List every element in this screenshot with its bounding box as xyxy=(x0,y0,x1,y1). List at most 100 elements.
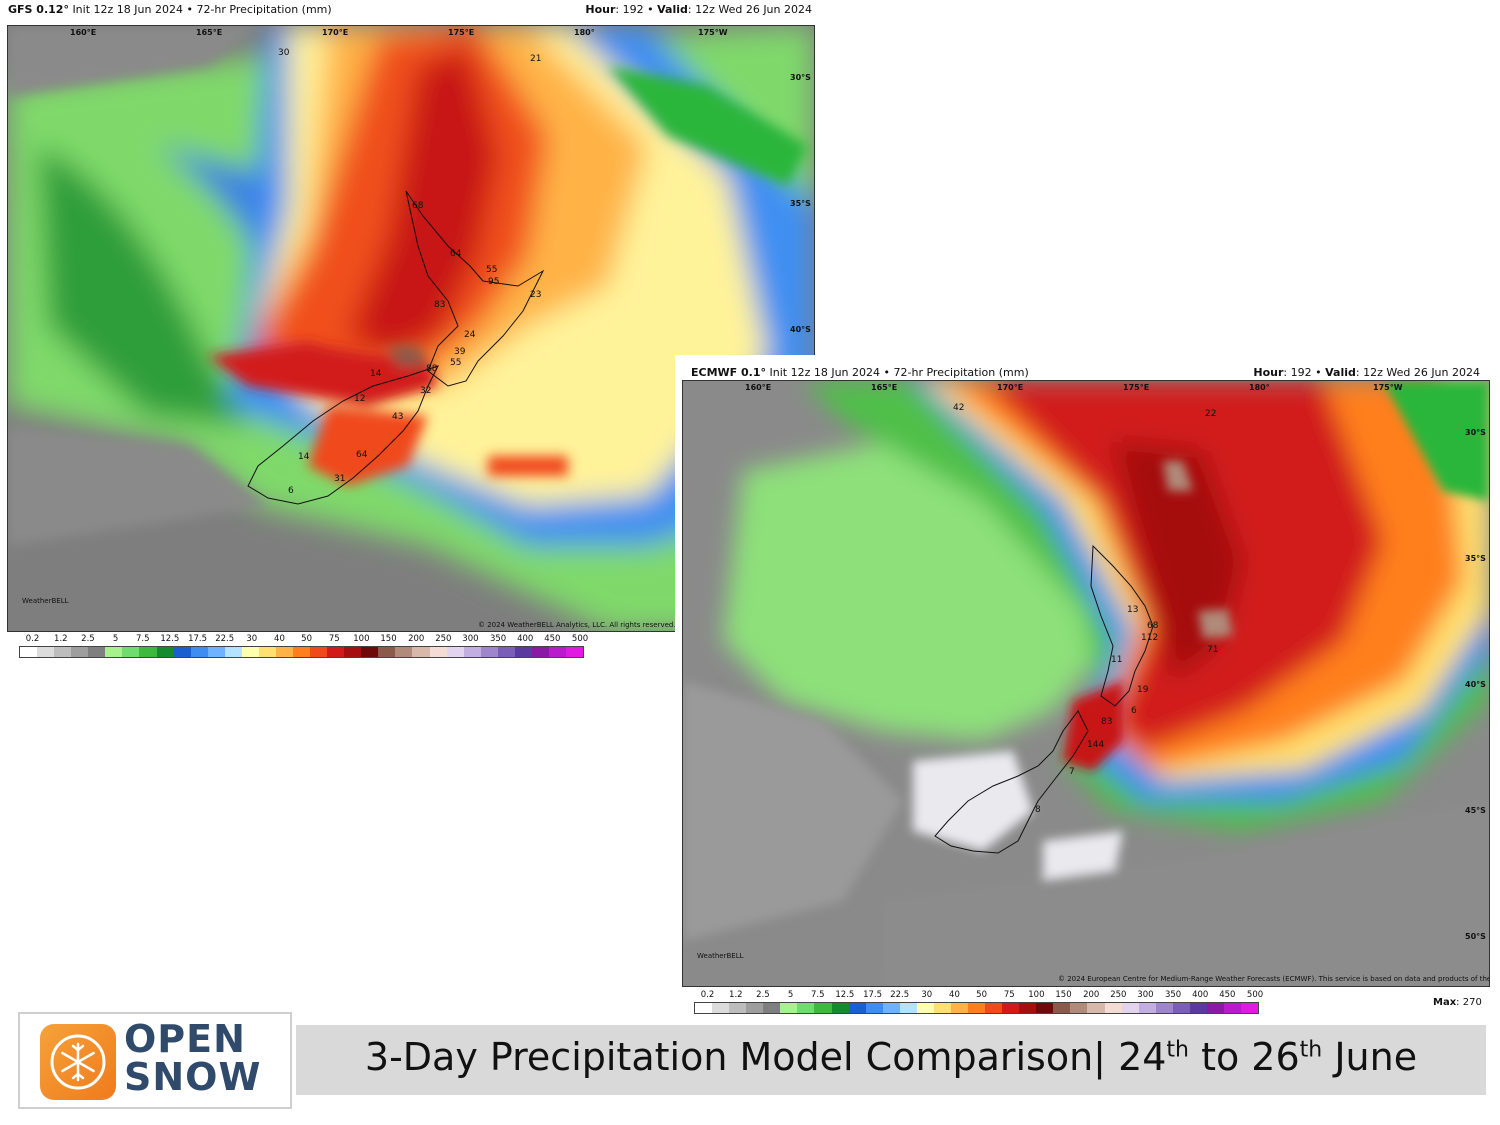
gfs-header: GFS 0.12° Init 12z 18 Jun 2024 • 72-hr P… xyxy=(8,3,812,16)
ecmwf-hour: 192 xyxy=(1290,366,1312,379)
scale-swatch xyxy=(1241,1003,1259,1013)
snowflake-sun-icon xyxy=(40,1024,116,1100)
ecmwf-scale-tick: 500 xyxy=(1246,990,1264,1000)
gfs-scale-tick: 75 xyxy=(328,634,340,644)
ecmwf-value: 68 xyxy=(1147,621,1159,631)
scale-swatch xyxy=(1087,1003,1105,1013)
scale-swatch xyxy=(531,647,549,657)
scale-swatch xyxy=(361,647,379,657)
scale-swatch xyxy=(497,647,515,657)
ecmwf-scale-tick: 2.5 xyxy=(756,990,770,1000)
gfs-scale-tick: 40 xyxy=(274,634,285,644)
gfs-model-name: GFS 0.12 xyxy=(8,3,64,16)
ecmwf-scale-tick: 5 xyxy=(787,990,794,1000)
ecmwf-value: 71 xyxy=(1207,645,1218,655)
scale-swatch xyxy=(1206,1003,1224,1013)
ecmwf-lon-label: 160°E xyxy=(745,383,771,392)
ecmwf-scale-tick: 7.5 xyxy=(810,990,825,1000)
gfs-lon-label: 165°E xyxy=(196,28,222,37)
scale-swatch xyxy=(968,1003,986,1013)
ecmwf-init: Init 12z 18 Jun 2024 xyxy=(769,366,881,379)
gfs-lon-label: 180° xyxy=(574,28,595,37)
ecmwf-color-scale: 0.2 1.2 2.5 5 7.5 12.5 17.5 22.5 30 40 5… xyxy=(694,990,1263,1014)
scale-swatch xyxy=(1070,1003,1088,1013)
logo-line2: SNOW xyxy=(124,1055,262,1099)
gfs-value: 39 xyxy=(454,347,466,357)
gfs-value: 31 xyxy=(334,474,345,484)
scale-swatch xyxy=(275,647,293,657)
ecmwf-sep2: • xyxy=(1315,366,1322,379)
gfs-scale-tick: 250 xyxy=(435,634,452,644)
gfs-value: 88 xyxy=(426,364,438,374)
gfs-value: 43 xyxy=(392,412,403,422)
gfs-sep2: • xyxy=(647,3,654,16)
ecmwf-lon-label: 170°E xyxy=(997,383,1023,392)
gfs-init: Init 12z 18 Jun 2024 xyxy=(72,3,183,16)
scale-swatch xyxy=(429,647,447,657)
ecmwf-value: 42 xyxy=(953,403,964,413)
scale-swatch xyxy=(1223,1003,1241,1013)
gfs-valid: 12z Wed 26 Jun 2024 xyxy=(695,3,812,16)
ecmwf-copyright: © 2024 European Centre for Medium-Range … xyxy=(1058,975,1489,983)
gfs-scale-tick: 100 xyxy=(353,634,370,644)
scale-swatch xyxy=(746,1003,764,1013)
gfs-lon-label: 170°E xyxy=(322,28,348,37)
scale-swatch xyxy=(1104,1003,1122,1013)
gfs-watermark: WeatherBELL xyxy=(22,597,69,605)
gfs-value: 12 xyxy=(354,394,365,404)
scale-swatch xyxy=(37,647,55,657)
scale-swatch xyxy=(207,647,225,657)
ecmwf-lon-label: 175°E xyxy=(1123,383,1149,392)
gfs-color-scale: 0.2 1.2 2.5 5 7.5 12.5 17.5 22.5 30 40 5… xyxy=(19,634,588,658)
gfs-value: 95 xyxy=(488,277,499,287)
gfs-scale-labels: 0.2 1.2 2.5 5 7.5 12.5 17.5 22.5 30 40 5… xyxy=(19,634,588,646)
ecmwf-lat-label: 50°S xyxy=(1465,932,1486,941)
scale-swatch xyxy=(695,1003,713,1013)
ecmwf-scale-tick: 17.5 xyxy=(863,990,882,1000)
scale-swatch xyxy=(865,1003,883,1013)
ecmwf-scale-tick: 50 xyxy=(976,990,987,1000)
gfs-scale-tick: 5 xyxy=(112,634,119,644)
ecmwf-value: 7 xyxy=(1069,767,1075,777)
ecmwf-scale-tick: 400 xyxy=(1192,990,1209,1000)
gfs-lat-label: 40°S xyxy=(790,325,811,334)
logo-wordmark: OPEN SNOW xyxy=(124,1020,261,1096)
gfs-value: 32 xyxy=(420,386,431,396)
ecmwf-scale-tick: 450 xyxy=(1219,990,1236,1000)
gfs-scale-bar xyxy=(19,646,584,658)
ecmwf-valid-label: Valid xyxy=(1325,366,1356,379)
gfs-scale-tick: 350 xyxy=(489,634,507,644)
ecmwf-value: 13 xyxy=(1127,605,1138,615)
ecmwf-lat-label: 45°S xyxy=(1465,806,1486,815)
ecmwf-value: 19 xyxy=(1137,685,1149,695)
gfs-scale-tick: 2.5 xyxy=(81,634,95,644)
title-banner: 3-Day Precipitation Model Comparison| 24… xyxy=(296,1025,1486,1095)
ecmwf-scale-tick: 30 xyxy=(921,990,933,1000)
ecmwf-sep: • xyxy=(883,366,891,379)
opensnow-logo: OPEN SNOW xyxy=(18,1012,292,1109)
gfs-sep: • xyxy=(186,3,193,16)
ecmwf-lat-label: 35°S xyxy=(1465,554,1486,563)
gfs-value: 30 xyxy=(278,48,290,58)
gfs-value: 64 xyxy=(356,450,368,460)
scale-swatch xyxy=(848,1003,866,1013)
gfs-scale-tick: 12.5 xyxy=(160,634,180,644)
title-sup2: th xyxy=(1299,1037,1323,1063)
scale-swatch xyxy=(344,647,362,657)
gfs-panel: GFS 0.12° Init 12z 18 Jun 2024 • 72-hr P… xyxy=(0,0,820,665)
scale-swatch xyxy=(446,647,464,657)
title-sup1: th xyxy=(1166,1037,1189,1063)
gfs-value: 55 xyxy=(450,358,461,368)
scale-swatch xyxy=(88,647,106,657)
gfs-lat-label: 35°S xyxy=(790,199,811,208)
gfs-lon-labels: 160°E 165°E 170°E 175°E 180° 175°W xyxy=(70,28,728,37)
gfs-lat-labels: 30°S 35°S 40°S xyxy=(790,73,811,334)
scale-swatch xyxy=(71,647,89,657)
ecmwf-lat-labels: 30°S 35°S 40°S 45°S 50°S xyxy=(1465,428,1486,941)
title-mid: to 26 xyxy=(1189,1035,1300,1079)
ecmwf-value: 22 xyxy=(1205,409,1216,419)
ecmwf-lat-label: 40°S xyxy=(1465,680,1486,689)
ecmwf-lon-labels: 160°E 165°E 170°E 175°E 180° 175°W xyxy=(745,383,1403,392)
page-title: 3-Day Precipitation Model Comparison| 24… xyxy=(296,1035,1486,1079)
gfs-hour: 192 xyxy=(622,3,644,16)
